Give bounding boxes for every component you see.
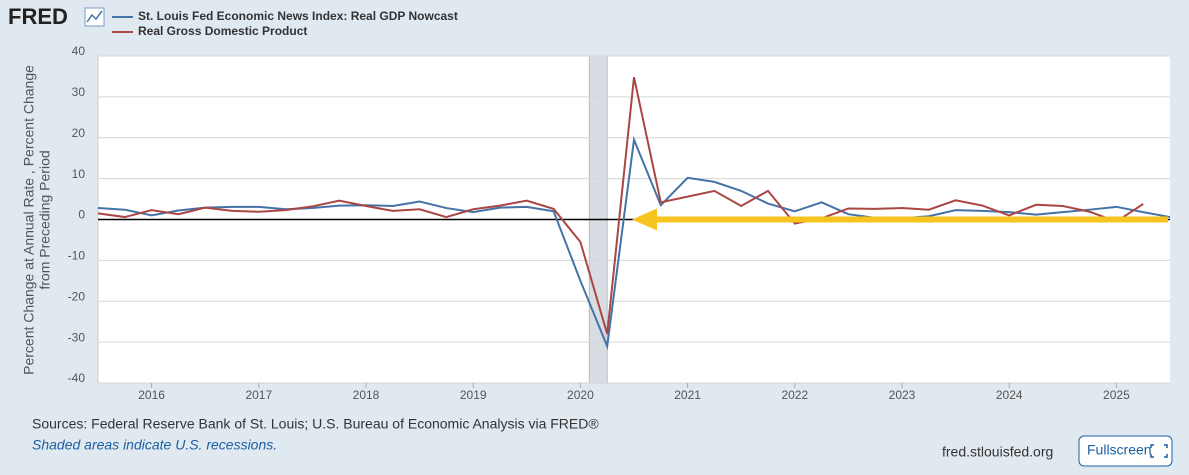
x-tick-label: 2016	[138, 388, 165, 402]
x-tick-label: 2022	[781, 388, 808, 402]
y-tick-label: 20	[72, 126, 86, 140]
y-tick-label: -10	[68, 249, 86, 263]
recession-note: Shaded areas indicate U.S. recessions.	[32, 437, 277, 453]
x-tick-label: 2021	[674, 388, 701, 402]
x-tick-label: 2019	[460, 388, 487, 402]
logo-icon	[84, 7, 105, 27]
x-tick-label: 2023	[889, 388, 916, 402]
y-tick-label: 30	[72, 85, 86, 99]
x-tick-label: 2025	[1103, 388, 1130, 402]
y-tick-label: -30	[68, 330, 86, 344]
y-axis-title: Percent Change at Annual Rate , Percent …	[21, 65, 53, 375]
annotation-arrow	[632, 208, 1168, 231]
y-tick-label: 40	[72, 44, 86, 58]
source-url: fred.stlouisfed.org	[942, 444, 1053, 460]
fullscreen-button[interactable]: Fullscreen	[1078, 435, 1173, 467]
button-label[interactable]: Fullscreen	[1087, 442, 1152, 458]
button-frame[interactable]	[1078, 435, 1173, 467]
x-tick-label: 2017	[245, 388, 272, 402]
y-tick-label: 0	[78, 208, 85, 222]
logo: FRED	[8, 4, 68, 29]
arrow-head	[632, 208, 657, 231]
y-tick-label: 10	[72, 167, 86, 181]
x-tick-label: 2018	[353, 388, 380, 402]
y-tick-label: -40	[68, 371, 86, 385]
x-tick-label: 2024	[996, 388, 1023, 402]
x-tick-label: 2020	[567, 388, 594, 402]
legend-label: Real Gross Domestic Product	[138, 24, 307, 38]
sources: Sources: Federal Reserve Bank of St. Lou…	[32, 416, 599, 432]
y-axis-title-line: from Preceding Period	[37, 150, 53, 289]
y-tick-label: -20	[68, 289, 86, 303]
legend-label: St. Louis Fed Economic News Index: Real …	[138, 9, 458, 23]
y-axis-title-line: Percent Change at Annual Rate , Percent …	[21, 65, 37, 375]
series-line	[97, 135, 1171, 351]
button-icon[interactable]	[1150, 444, 1168, 458]
series-line	[97, 77, 1144, 335]
